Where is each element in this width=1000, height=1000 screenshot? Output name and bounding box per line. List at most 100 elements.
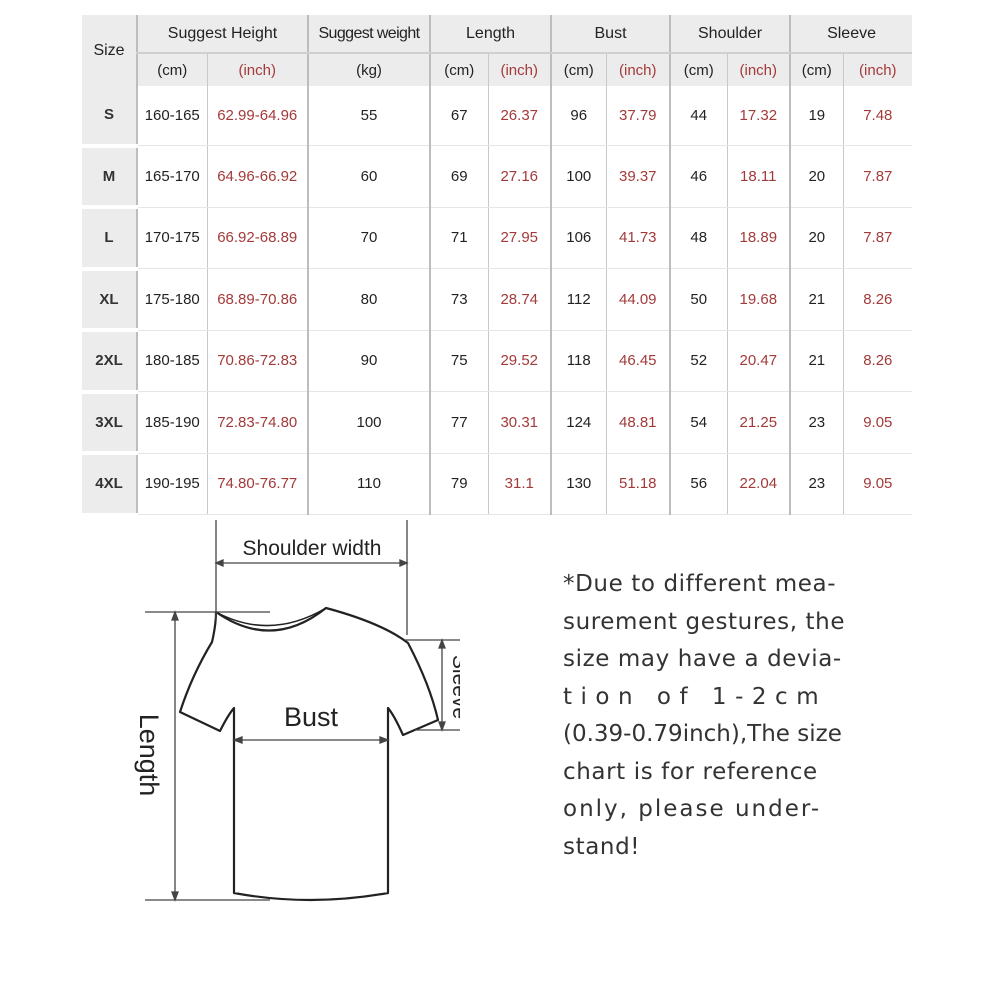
table-row: 3XL 185-190 72.83-74.80 100 77 30.31 124 48.81 5… — [82, 391, 913, 455]
cell-bust-in: 39.37 — [605, 145, 671, 208]
unit-cm: (cm) — [669, 53, 728, 86]
size-chart-table: Size Suggest Height Suggest weight Lengt… — [82, 15, 913, 517]
note-line: t i o n o f 1 - 2 c m — [563, 683, 820, 710]
cell-sleeve-in: 7.87 — [842, 207, 913, 269]
cell-shoulder-cm: 48 — [669, 207, 728, 269]
cell-length-cm: 75 — [429, 330, 488, 392]
cell-sleeve-cm: 23 — [789, 453, 844, 515]
cell-size: S — [82, 86, 137, 148]
cell-sleeve-in: 9.05 — [842, 391, 913, 454]
cell-size: L — [82, 207, 137, 271]
cell-length-in: 27.95 — [487, 207, 551, 269]
unit-cm: (cm) — [136, 53, 207, 86]
cell-shoulder-cm: 50 — [669, 268, 728, 331]
unit-inch: (inch) — [487, 53, 551, 86]
cell-length-cm: 77 — [429, 391, 488, 454]
cell-sleeve-cm: 23 — [789, 391, 844, 454]
cell-sleeve-in: 7.87 — [842, 145, 913, 208]
cell-weight: 80 — [307, 268, 430, 331]
table-row: XL 175-180 68.89-70.86 80 73 28.74 112 44.09 50 1… — [82, 268, 913, 332]
measurement-disclaimer: *Due to different mea- surement gestures… — [563, 566, 883, 866]
unit-kg: (kg) — [307, 53, 430, 86]
cell-size: M — [82, 145, 137, 209]
cell-height-in: 72.83-74.80 — [206, 391, 308, 454]
cell-bust-in: 41.73 — [605, 207, 671, 269]
cell-bust-cm: 96 — [550, 86, 606, 146]
cell-sleeve-cm: 20 — [789, 145, 844, 208]
cell-height-in: 74.80-76.77 — [206, 453, 308, 515]
cell-height-cm: 165-170 — [136, 145, 207, 208]
cell-length-in: 30.31 — [487, 391, 551, 454]
unit-inch: (inch) — [726, 53, 791, 86]
cell-weight: 55 — [307, 86, 430, 146]
cell-weight: 110 — [307, 453, 430, 515]
cell-height-cm: 190-195 — [136, 453, 207, 515]
cell-bust-in: 44.09 — [605, 268, 671, 331]
cell-bust-in: 46.45 — [605, 330, 671, 392]
table-row: M 165-170 64.96-66.92 60 69 27.16 100 39.37 46 18… — [82, 145, 913, 209]
cell-weight: 90 — [307, 330, 430, 392]
bust-label: Bust — [284, 702, 339, 732]
note-line: (0.39-0.79inch),The size — [563, 721, 842, 747]
cell-length-in: 26.37 — [487, 86, 551, 146]
cell-shoulder-in: 18.11 — [726, 145, 791, 208]
cell-length-cm: 69 — [429, 145, 488, 208]
size-header: Size — [82, 15, 137, 86]
cell-height-cm: 175-180 — [136, 268, 207, 331]
cell-bust-cm: 100 — [550, 145, 606, 208]
cell-size: XL — [82, 268, 137, 332]
cell-height-cm: 160-165 — [136, 86, 207, 146]
sleeve-label: Sleeve — [448, 655, 460, 719]
table-row: L 170-175 66.92-68.89 70 71 27.95 106 41.73 48 18… — [82, 207, 913, 271]
cell-length-in: 28.74 — [487, 268, 551, 331]
header-shoulder: Shoulder — [669, 15, 791, 54]
cell-weight: 70 — [307, 207, 430, 269]
note-line: chart is for reference — [563, 758, 818, 785]
cell-height-cm: 185-190 — [136, 391, 207, 454]
tshirt-outline — [178, 606, 440, 902]
unit-cm: (cm) — [550, 53, 606, 86]
cell-shoulder-cm: 52 — [669, 330, 728, 392]
header-suggest-weight: Suggest weight — [307, 15, 430, 54]
cell-height-in: 70.86-72.83 — [206, 330, 308, 392]
cell-weight: 100 — [307, 391, 430, 454]
cell-size: 2XL — [82, 330, 137, 394]
cell-shoulder-in: 17.32 — [726, 86, 791, 146]
length-label: Length — [134, 714, 164, 797]
cell-bust-cm: 118 — [550, 330, 606, 392]
note-line: surement gestures, the — [563, 608, 846, 635]
header-length: Length — [429, 15, 551, 54]
cell-height-cm: 180-185 — [136, 330, 207, 392]
cell-sleeve-cm: 21 — [789, 330, 844, 392]
table-row: 4XL 190-195 74.80-76.77 110 79 31.1 130 51.18 56… — [82, 453, 913, 517]
cell-length-cm: 71 — [429, 207, 488, 269]
cell-shoulder-in: 20.47 — [726, 330, 791, 392]
unit-inch: (inch) — [605, 53, 671, 86]
table-row: S 160-165 62.99-64.96 55 67 26.37 96 37.79 44 17.… — [82, 86, 913, 148]
cell-sleeve-cm: 19 — [789, 86, 844, 146]
cell-weight: 60 — [307, 145, 430, 208]
header-bust: Bust — [549, 15, 671, 54]
cell-shoulder-in: 18.89 — [726, 207, 791, 269]
table-row: 2XL 180-185 70.86-72.83 90 75 29.52 118 46.45 52… — [82, 330, 913, 394]
tshirt-measurement-diagram: Shoulder width Bust Length Sleeve — [134, 520, 460, 902]
cell-bust-in: 51.18 — [605, 453, 671, 515]
cell-shoulder-cm: 54 — [669, 391, 728, 454]
cell-sleeve-in: 7.48 — [842, 86, 913, 146]
shoulder-width-label: Shoulder width — [243, 537, 382, 560]
cell-bust-cm: 130 — [550, 453, 606, 515]
cell-sleeve-in: 9.05 — [842, 453, 913, 515]
cell-height-in: 64.96-66.92 — [206, 145, 308, 208]
cell-length-in: 27.16 — [487, 145, 551, 208]
cell-length-in: 31.1 — [487, 453, 551, 515]
cell-height-in: 66.92-68.89 — [206, 207, 308, 269]
unit-cm: (cm) — [429, 53, 488, 86]
cell-shoulder-cm: 44 — [669, 86, 728, 146]
cell-length-in: 29.52 — [487, 330, 551, 392]
note-line: stand! — [563, 833, 641, 860]
cell-shoulder-in: 22.04 — [726, 453, 791, 515]
cell-length-cm: 67 — [429, 86, 488, 146]
cell-bust-in: 48.81 — [605, 391, 671, 454]
cell-size: 4XL — [82, 453, 137, 517]
cell-bust-in: 37.79 — [605, 86, 671, 146]
